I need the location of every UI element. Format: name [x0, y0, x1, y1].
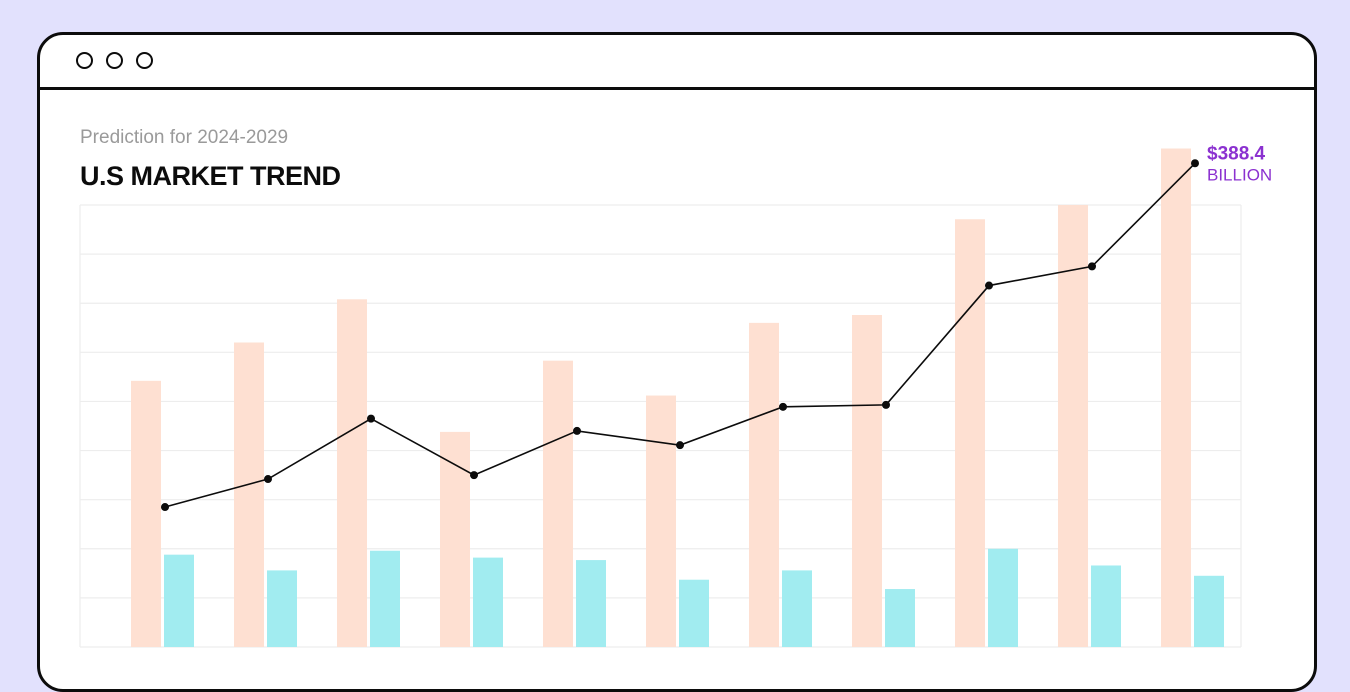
- trend-point: [779, 402, 787, 411]
- bar-secondary: [782, 570, 812, 647]
- bar-primary: [131, 380, 161, 647]
- trend-point: [161, 503, 169, 512]
- bar-secondary: [267, 570, 297, 647]
- bar-primary: [1058, 205, 1088, 647]
- bar-secondary: [885, 589, 915, 647]
- bar-primary: [440, 431, 470, 647]
- bar-secondary: [370, 550, 400, 647]
- bar-secondary: [473, 557, 503, 647]
- bar-primary: [749, 322, 779, 647]
- trend-point: [1191, 159, 1199, 168]
- annotation-unit: BILLION: [1207, 165, 1272, 184]
- window-control-icon[interactable]: [136, 52, 153, 69]
- bar-primary: [543, 360, 573, 647]
- window-control-icon[interactable]: [106, 52, 123, 69]
- bar-primary: [234, 342, 264, 647]
- window-control-icon[interactable]: [76, 52, 93, 69]
- trend-point: [985, 281, 993, 290]
- trend-point: [676, 441, 684, 450]
- annotation-value: $388.4: [1207, 143, 1266, 164]
- bar-secondary: [1194, 575, 1224, 647]
- bar-primary: [852, 315, 882, 647]
- trend-point: [264, 475, 272, 484]
- trend-line: [164, 162, 1196, 508]
- trend-point: [367, 414, 375, 423]
- trend-point: [470, 471, 478, 480]
- trend-point: [882, 400, 890, 409]
- bar-primary: [337, 299, 367, 647]
- bar-primary: [955, 219, 985, 647]
- chart-title: U.S MARKET TREND: [80, 161, 341, 191]
- trend-point: [1088, 262, 1096, 271]
- bar-secondary: [679, 579, 709, 647]
- chart-subtitle: Prediction for 2024-2029: [80, 127, 289, 148]
- bar-secondary: [164, 554, 194, 647]
- bar-primary: [1161, 148, 1191, 647]
- bar-secondary: [988, 548, 1018, 647]
- window-titlebar: [40, 35, 1314, 90]
- trend-point: [573, 426, 581, 435]
- bar-primary: [646, 395, 676, 647]
- bar-secondary: [1091, 565, 1121, 647]
- bar-secondary: [576, 560, 606, 647]
